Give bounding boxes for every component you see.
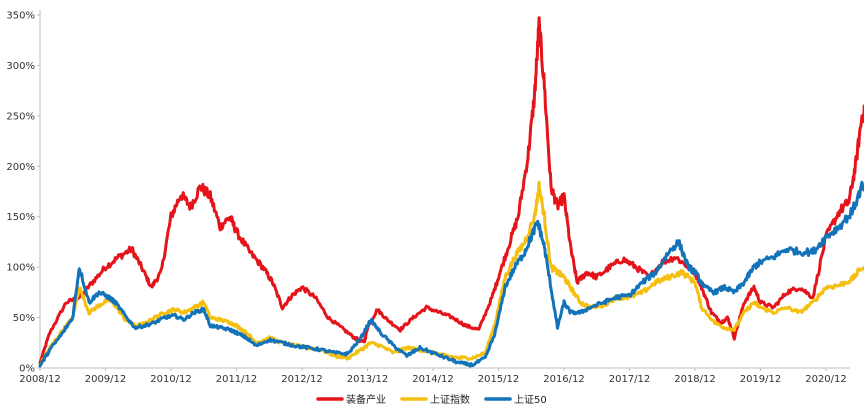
series-layer	[38, 16, 864, 368]
series-line-2	[38, 180, 864, 368]
legend-label-2: 上证50	[514, 394, 547, 406]
legend-label-0: 装备产业	[346, 393, 386, 406]
x-tick-label: 2011/12	[216, 374, 258, 385]
x-axis: 2008/12 2009/12 2010/12 2011/12 2012/12 2013/…	[19, 367, 850, 385]
x-tick-label: 2018/12	[674, 374, 716, 385]
series-line-1	[38, 180, 864, 367]
legend: 装备产业 上证指数 上证50	[316, 393, 547, 406]
y-tick-label: 0%	[19, 364, 35, 375]
x-tick-label: 2009/12	[85, 374, 127, 385]
y-tick-label: 150%	[6, 212, 35, 223]
y-tick-label: 200%	[6, 162, 35, 173]
series-line-0	[38, 16, 864, 365]
legend-label-1: 上证指数	[430, 393, 470, 406]
y-tick-label: 50%	[13, 313, 35, 324]
x-tick-label: 2015/12	[478, 374, 520, 385]
x-tick-label: 2012/12	[281, 374, 323, 385]
x-tick-label: 2017/12	[609, 374, 651, 385]
x-tick-label: 2013/12	[347, 374, 389, 385]
x-tick-label: 2008/12	[19, 374, 61, 385]
y-tick-label: 100%	[6, 263, 35, 274]
x-tick-label: 2010/12	[150, 374, 192, 385]
y-tick-label: 300%	[6, 61, 35, 72]
y-axis: 0% 50% 100% 150% 200% 250% 300% 350%	[6, 10, 41, 375]
x-tick-label: 2016/12	[543, 374, 585, 385]
x-tick-label: 2014/12	[412, 374, 454, 385]
x-tick-label: 2020/12	[805, 374, 847, 385]
y-tick-label: 250%	[6, 111, 35, 122]
x-tick-label: 2019/12	[740, 374, 782, 385]
y-tick-label: 350%	[6, 11, 35, 22]
